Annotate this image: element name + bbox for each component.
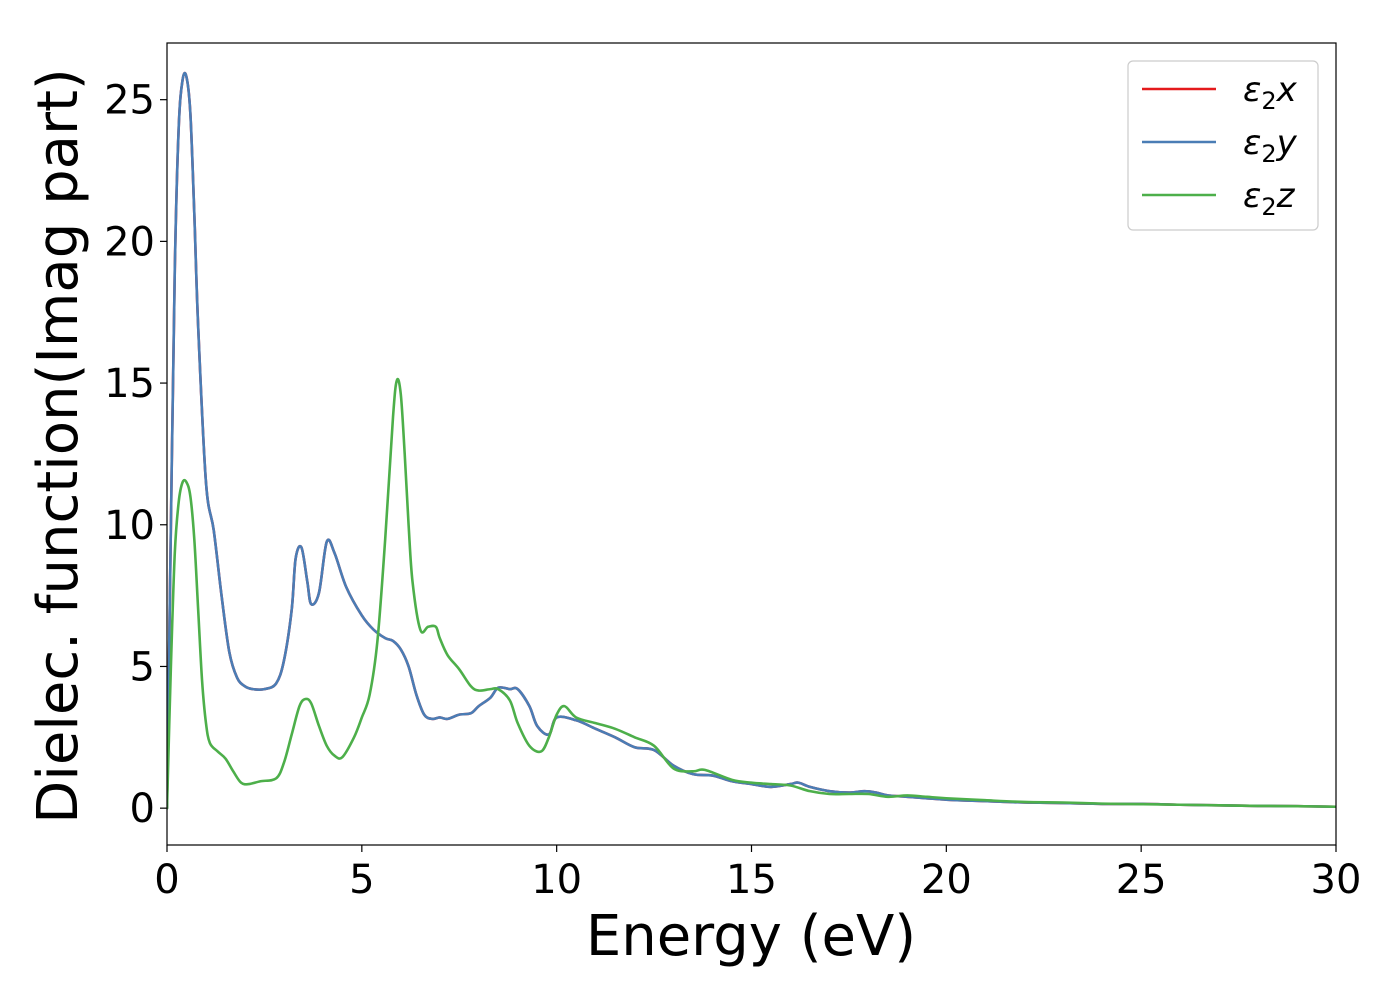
legend-label-x: ε2x bbox=[1243, 70, 1298, 115]
legend: ε2x ε2y ε2z bbox=[1127, 60, 1319, 231]
x-tick-label: 0 bbox=[154, 857, 179, 903]
y-tick-label: 10 bbox=[104, 503, 155, 549]
series-line-z bbox=[167, 377, 1336, 810]
x-tick-label: 25 bbox=[1116, 857, 1167, 903]
y-tick-label: 20 bbox=[104, 219, 155, 265]
series-layer bbox=[167, 71, 1336, 810]
y-tick-label: 0 bbox=[130, 786, 155, 832]
series-line-y bbox=[167, 71, 1336, 810]
legend-frame bbox=[1127, 60, 1319, 231]
x-tick-label: 5 bbox=[349, 857, 374, 903]
y-axis-ticks: 0 5 10 15 20 25 bbox=[104, 78, 167, 832]
y-tick-label: 15 bbox=[104, 361, 155, 407]
y-tick-label: 5 bbox=[130, 644, 155, 690]
x-axis-ticks: 0 5 10 15 20 25 30 bbox=[154, 845, 1361, 903]
y-tick-label: 25 bbox=[104, 78, 155, 124]
y-axis-title: Dielec. function(Imag part) bbox=[26, 68, 91, 824]
legend-label-y: ε2y bbox=[1243, 123, 1298, 168]
x-tick-label: 20 bbox=[921, 857, 972, 903]
x-tick-label: 30 bbox=[1311, 857, 1362, 903]
x-tick-label: 10 bbox=[531, 857, 582, 903]
x-axis-title: Energy (eV) bbox=[586, 904, 916, 969]
legend-label-z: ε2z bbox=[1243, 176, 1296, 221]
x-tick-label: 15 bbox=[726, 857, 777, 903]
